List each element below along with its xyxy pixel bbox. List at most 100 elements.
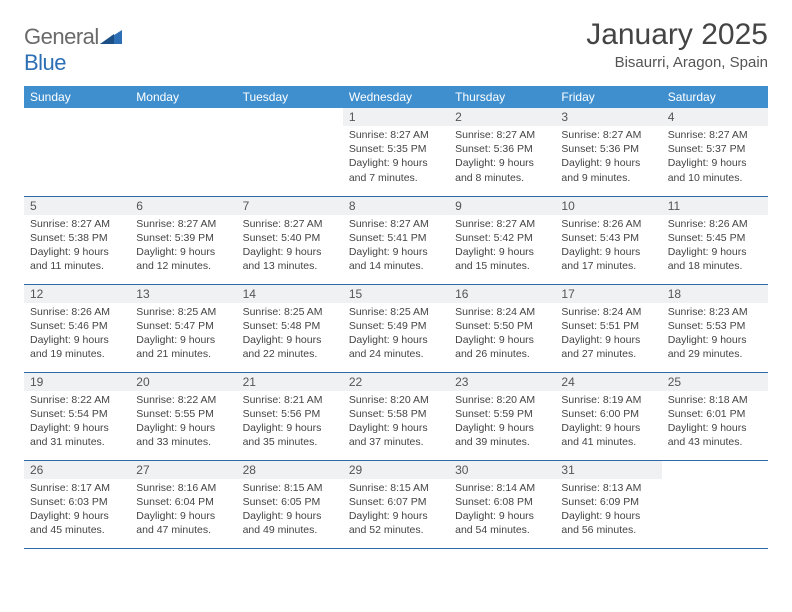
brand-triangle-icon [100,24,122,50]
calendar-head: SundayMondayTuesdayWednesdayThursdayFrid… [24,86,768,108]
calendar-cell [662,460,768,548]
calendar-cell: 2Sunrise: 8:27 AMSunset: 5:36 PMDaylight… [449,108,555,196]
header: GeneralBlue January 2025 Bisaurri, Arago… [24,18,768,76]
calendar-cell: 24Sunrise: 8:19 AMSunset: 6:00 PMDayligh… [555,372,661,460]
day-number: 4 [662,108,768,126]
day-details: Sunrise: 8:17 AMSunset: 6:03 PMDaylight:… [24,479,130,542]
day-number: 11 [662,197,768,215]
day-details: Sunrise: 8:15 AMSunset: 6:07 PMDaylight:… [343,479,449,542]
calendar-cell: 22Sunrise: 8:20 AMSunset: 5:58 PMDayligh… [343,372,449,460]
calendar-cell: 18Sunrise: 8:23 AMSunset: 5:53 PMDayligh… [662,284,768,372]
calendar-cell: 29Sunrise: 8:15 AMSunset: 6:07 PMDayligh… [343,460,449,548]
calendar-cell: 26Sunrise: 8:17 AMSunset: 6:03 PMDayligh… [24,460,130,548]
brand-logo: GeneralBlue [24,24,122,76]
day-details: Sunrise: 8:27 AMSunset: 5:41 PMDaylight:… [343,215,449,278]
day-details: Sunrise: 8:16 AMSunset: 6:04 PMDaylight:… [130,479,236,542]
day-number: 30 [449,461,555,479]
calendar-cell: 30Sunrise: 8:14 AMSunset: 6:08 PMDayligh… [449,460,555,548]
month-title: January 2025 [586,18,768,52]
day-number: 27 [130,461,236,479]
day-details: Sunrise: 8:22 AMSunset: 5:55 PMDaylight:… [130,391,236,454]
day-number: 2 [449,108,555,126]
calendar-cell: 16Sunrise: 8:24 AMSunset: 5:50 PMDayligh… [449,284,555,372]
calendar-cell: 4Sunrise: 8:27 AMSunset: 5:37 PMDaylight… [662,108,768,196]
day-number: 16 [449,285,555,303]
day-number: 12 [24,285,130,303]
day-details: Sunrise: 8:26 AMSunset: 5:43 PMDaylight:… [555,215,661,278]
day-number: 28 [237,461,343,479]
day-header: Monday [130,86,236,108]
day-number: 6 [130,197,236,215]
day-number: 18 [662,285,768,303]
calendar-cell: 21Sunrise: 8:21 AMSunset: 5:56 PMDayligh… [237,372,343,460]
calendar-row: 26Sunrise: 8:17 AMSunset: 6:03 PMDayligh… [24,460,768,548]
location-label: Bisaurri, Aragon, Spain [586,54,768,71]
day-details: Sunrise: 8:22 AMSunset: 5:54 PMDaylight:… [24,391,130,454]
day-details: Sunrise: 8:20 AMSunset: 5:58 PMDaylight:… [343,391,449,454]
calendar-cell: 9Sunrise: 8:27 AMSunset: 5:42 PMDaylight… [449,196,555,284]
brand-text: GeneralBlue [24,24,122,76]
day-number: 23 [449,373,555,391]
calendar-cell: 31Sunrise: 8:13 AMSunset: 6:09 PMDayligh… [555,460,661,548]
calendar-cell: 28Sunrise: 8:15 AMSunset: 6:05 PMDayligh… [237,460,343,548]
day-number: 26 [24,461,130,479]
calendar-cell: 8Sunrise: 8:27 AMSunset: 5:41 PMDaylight… [343,196,449,284]
day-number: 14 [237,285,343,303]
calendar-cell: 5Sunrise: 8:27 AMSunset: 5:38 PMDaylight… [24,196,130,284]
title-block: January 2025 Bisaurri, Aragon, Spain [586,18,768,71]
day-details: Sunrise: 8:18 AMSunset: 6:01 PMDaylight:… [662,391,768,454]
day-details: Sunrise: 8:24 AMSunset: 5:50 PMDaylight:… [449,303,555,366]
day-details: Sunrise: 8:21 AMSunset: 5:56 PMDaylight:… [237,391,343,454]
calendar-cell: 19Sunrise: 8:22 AMSunset: 5:54 PMDayligh… [24,372,130,460]
day-number: 29 [343,461,449,479]
day-number: 7 [237,197,343,215]
day-number: 19 [24,373,130,391]
day-details: Sunrise: 8:19 AMSunset: 6:00 PMDaylight:… [555,391,661,454]
calendar-cell: 12Sunrise: 8:26 AMSunset: 5:46 PMDayligh… [24,284,130,372]
calendar-cell: 3Sunrise: 8:27 AMSunset: 5:36 PMDaylight… [555,108,661,196]
calendar-cell [237,108,343,196]
calendar-cell: 17Sunrise: 8:24 AMSunset: 5:51 PMDayligh… [555,284,661,372]
calendar-cell: 6Sunrise: 8:27 AMSunset: 5:39 PMDaylight… [130,196,236,284]
day-header: Saturday [662,86,768,108]
day-details: Sunrise: 8:27 AMSunset: 5:39 PMDaylight:… [130,215,236,278]
day-number: 13 [130,285,236,303]
day-number: 21 [237,373,343,391]
day-number: 31 [555,461,661,479]
calendar-cell: 1Sunrise: 8:27 AMSunset: 5:35 PMDaylight… [343,108,449,196]
calendar-cell: 27Sunrise: 8:16 AMSunset: 6:04 PMDayligh… [130,460,236,548]
calendar-cell [24,108,130,196]
day-header: Thursday [449,86,555,108]
day-details: Sunrise: 8:25 AMSunset: 5:49 PMDaylight:… [343,303,449,366]
calendar-cell: 14Sunrise: 8:25 AMSunset: 5:48 PMDayligh… [237,284,343,372]
calendar-cell: 23Sunrise: 8:20 AMSunset: 5:59 PMDayligh… [449,372,555,460]
day-details: Sunrise: 8:26 AMSunset: 5:45 PMDaylight:… [662,215,768,278]
day-number: 9 [449,197,555,215]
day-details: Sunrise: 8:27 AMSunset: 5:40 PMDaylight:… [237,215,343,278]
day-header: Wednesday [343,86,449,108]
day-number: 25 [662,373,768,391]
calendar-cell: 13Sunrise: 8:25 AMSunset: 5:47 PMDayligh… [130,284,236,372]
day-details: Sunrise: 8:27 AMSunset: 5:36 PMDaylight:… [555,126,661,189]
calendar-cell: 7Sunrise: 8:27 AMSunset: 5:40 PMDaylight… [237,196,343,284]
calendar-row: 5Sunrise: 8:27 AMSunset: 5:38 PMDaylight… [24,196,768,284]
calendar-page: GeneralBlue January 2025 Bisaurri, Arago… [0,0,792,559]
brand-part2: Blue [24,50,66,75]
calendar-cell: 11Sunrise: 8:26 AMSunset: 5:45 PMDayligh… [662,196,768,284]
day-details: Sunrise: 8:25 AMSunset: 5:48 PMDaylight:… [237,303,343,366]
calendar-table: SundayMondayTuesdayWednesdayThursdayFrid… [24,86,768,549]
day-details: Sunrise: 8:26 AMSunset: 5:46 PMDaylight:… [24,303,130,366]
day-details: Sunrise: 8:27 AMSunset: 5:37 PMDaylight:… [662,126,768,189]
calendar-body: 1Sunrise: 8:27 AMSunset: 5:35 PMDaylight… [24,108,768,548]
calendar-cell: 10Sunrise: 8:26 AMSunset: 5:43 PMDayligh… [555,196,661,284]
day-details: Sunrise: 8:15 AMSunset: 6:05 PMDaylight:… [237,479,343,542]
day-details: Sunrise: 8:25 AMSunset: 5:47 PMDaylight:… [130,303,236,366]
day-number: 22 [343,373,449,391]
day-details: Sunrise: 8:27 AMSunset: 5:42 PMDaylight:… [449,215,555,278]
calendar-cell: 20Sunrise: 8:22 AMSunset: 5:55 PMDayligh… [130,372,236,460]
day-details: Sunrise: 8:24 AMSunset: 5:51 PMDaylight:… [555,303,661,366]
day-details: Sunrise: 8:14 AMSunset: 6:08 PMDaylight:… [449,479,555,542]
day-details: Sunrise: 8:20 AMSunset: 5:59 PMDaylight:… [449,391,555,454]
calendar-cell: 15Sunrise: 8:25 AMSunset: 5:49 PMDayligh… [343,284,449,372]
calendar-cell [130,108,236,196]
